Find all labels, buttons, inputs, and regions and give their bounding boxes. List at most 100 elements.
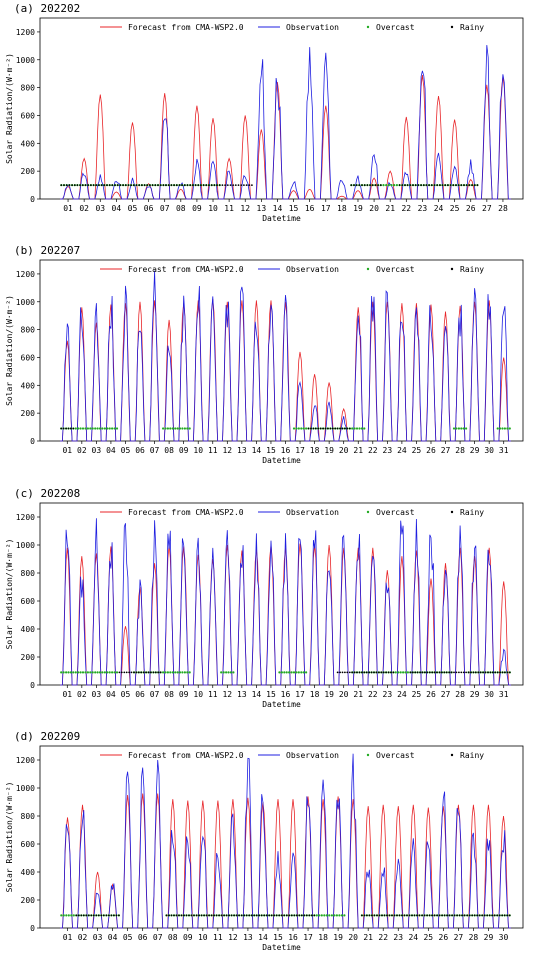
rainy-marker: [202, 184, 205, 187]
rainy-marker: [253, 914, 256, 917]
rainy-marker: [373, 671, 375, 674]
x-axis-label: Datetime: [262, 456, 301, 465]
rainy-marker: [411, 914, 413, 917]
x-tick-label: 04: [108, 933, 118, 942]
overcast-marker: [79, 427, 82, 430]
rainy-marker: [185, 914, 188, 917]
overcast-marker: [278, 671, 281, 674]
rainy-marker: [238, 914, 241, 917]
overcast-marker: [508, 427, 511, 430]
rainy-marker: [147, 671, 150, 674]
overcast-marker: [72, 671, 75, 674]
rainy-marker: [476, 184, 479, 187]
rainy-marker: [431, 914, 433, 917]
overcast-marker: [98, 427, 102, 430]
rainy-marker: [87, 184, 90, 187]
y-tick-label: 400: [21, 381, 36, 390]
rainy-marker: [508, 914, 511, 917]
rainy-marker: [193, 914, 195, 917]
overcast-marker: [108, 671, 111, 674]
y-tick-label: 200: [21, 653, 36, 662]
x-tick-label: 26: [466, 204, 476, 213]
rainy-marker: [181, 184, 184, 187]
panel-title: (d) 202209: [14, 730, 80, 743]
x-tick-label: 20: [339, 690, 349, 699]
rainy-marker: [444, 184, 447, 187]
rainy-marker: [377, 184, 379, 187]
rainy-marker: [213, 184, 216, 187]
rainy-marker: [449, 184, 452, 187]
rainy-marker: [391, 914, 393, 917]
rainy-marker: [363, 184, 366, 187]
overcast-marker: [67, 914, 70, 917]
x-tick-label: 05: [121, 446, 131, 455]
rainy-marker: [98, 184, 100, 187]
x-tick-label: 17: [303, 933, 313, 942]
rainy-marker: [472, 671, 475, 674]
overcast-marker: [343, 914, 346, 917]
y-tick-label: 400: [21, 625, 36, 634]
rainy-marker: [115, 914, 118, 917]
x-tick-label: 22: [378, 933, 388, 942]
rainy-marker: [307, 427, 310, 430]
overcast-marker: [65, 914, 68, 917]
rainy-marker: [305, 914, 308, 917]
rainy-marker: [446, 914, 448, 917]
rainy-marker: [483, 914, 486, 917]
rainy-marker: [468, 914, 471, 917]
rainy-marker: [456, 914, 458, 917]
x-tick-label: 02: [77, 690, 87, 699]
overcast-marker: [297, 671, 300, 674]
x-tick-label: 28: [469, 933, 479, 942]
x-tick-label: 19: [324, 690, 334, 699]
rainy-marker: [192, 184, 194, 187]
x-tick-label: 01: [63, 933, 73, 942]
overcast-marker: [62, 914, 65, 917]
rainy-marker: [398, 914, 401, 917]
overcast-marker: [452, 427, 456, 430]
rainy-marker: [471, 914, 474, 917]
x-tick-label: 20: [339, 446, 349, 455]
overcast-marker: [305, 671, 308, 674]
rainy-marker: [465, 671, 467, 674]
overcast-marker: [387, 184, 390, 187]
overcast-marker: [89, 671, 92, 674]
rainy-marker: [401, 914, 403, 917]
rainy-marker: [68, 184, 71, 187]
rainy-marker: [79, 184, 81, 187]
rainy-marker: [195, 914, 198, 917]
rainy-marker: [81, 184, 84, 187]
rainy-marker: [142, 671, 145, 674]
overcast-marker: [501, 427, 504, 430]
overcast-marker: [397, 671, 400, 674]
rainy-marker: [408, 914, 411, 917]
rainy-marker: [329, 427, 332, 430]
x-tick-label: 23: [383, 446, 393, 455]
legend-swatch-overcast: [366, 510, 370, 514]
legend-label-rainy: Rainy: [460, 508, 484, 517]
rainy-marker: [159, 671, 162, 674]
overcast-marker: [283, 671, 286, 674]
rainy-marker: [448, 914, 451, 917]
x-tick-label: 21: [353, 690, 363, 699]
rainy-marker: [423, 914, 426, 917]
rainy-marker: [361, 671, 363, 674]
rainy-marker: [341, 671, 344, 674]
rainy-marker: [324, 427, 327, 430]
x-tick-label: 30: [484, 690, 494, 699]
rainy-marker: [458, 671, 460, 674]
rainy-marker: [128, 671, 131, 674]
panel-title: (c) 202208: [14, 487, 80, 500]
rainy-marker: [386, 914, 388, 917]
x-tick-label: 01: [63, 204, 73, 213]
x-tick-label: 23: [383, 690, 393, 699]
x-tick-label: 05: [123, 933, 133, 942]
overcast-marker: [79, 671, 82, 674]
rainy-marker: [132, 184, 135, 187]
rainy-marker: [97, 914, 100, 917]
rainy-marker: [190, 914, 193, 917]
rainy-marker: [149, 184, 151, 187]
rainy-marker: [486, 914, 489, 917]
rainy-marker: [87, 914, 90, 917]
overcast-marker: [302, 427, 305, 430]
